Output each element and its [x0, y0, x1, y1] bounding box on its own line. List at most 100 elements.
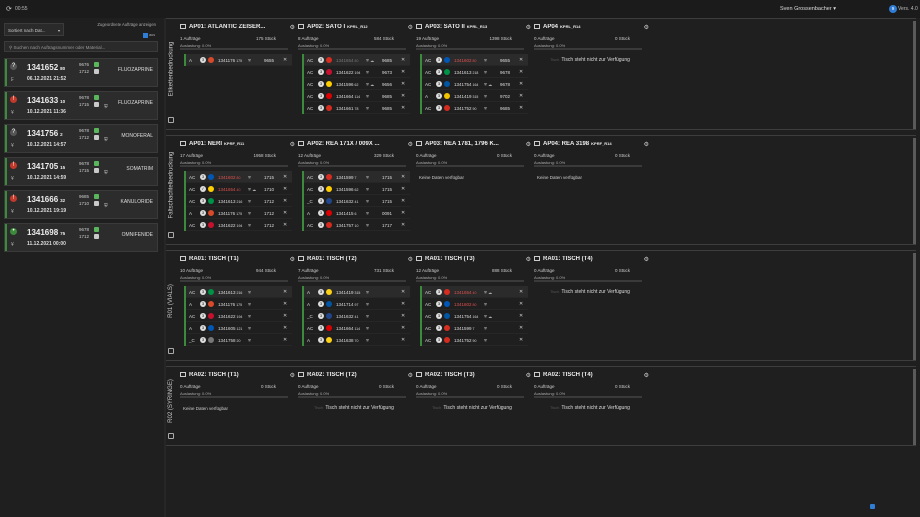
close-icon[interactable]: ✕: [283, 198, 288, 204]
close-icon[interactable]: ✕: [401, 186, 406, 192]
close-icon[interactable]: ✕: [283, 210, 288, 216]
close-icon[interactable]: ✕: [401, 174, 406, 180]
search-input[interactable]: ⚲ Suchen nach Auftragsnummer oder Materi…: [4, 41, 158, 52]
show-assigned-toggle[interactable]: [143, 33, 148, 38]
order-card[interactable]: ! 1341666 32 ¥10.12.2021 19:19 9685 1710 ⛨ KANU…: [4, 190, 158, 219]
gear-icon[interactable]: ⚙: [289, 373, 295, 379]
order-row[interactable]: AC 3 1341622194 ⛨ 1712 ✕: [186, 219, 292, 231]
close-icon[interactable]: ✕: [401, 301, 406, 307]
order-row[interactable]: AC 3 1341613216 ⛨ ✕: [186, 286, 292, 298]
scrollbar[interactable]: [913, 369, 916, 445]
close-icon[interactable]: ✕: [401, 313, 406, 319]
close-icon[interactable]: ✕: [519, 57, 524, 63]
close-icon[interactable]: ✕: [283, 174, 288, 180]
gear-icon[interactable]: ⚙: [525, 373, 531, 379]
close-icon[interactable]: ✕: [519, 93, 524, 99]
order-row[interactable]: A 3 13414156 ⛨ 0091 ✕: [304, 207, 410, 219]
close-icon[interactable]: ✕: [401, 325, 406, 331]
order-row[interactable]: AC 3 1341622194 ⛨ 9673 ✕: [304, 66, 410, 78]
refresh-icon[interactable]: ⟳: [6, 6, 12, 13]
order-row[interactable]: AC 3 134175290 ⛨ ✕: [422, 334, 528, 346]
close-icon[interactable]: ✕: [401, 57, 406, 63]
close-icon[interactable]: ✕: [519, 301, 524, 307]
close-icon[interactable]: ✕: [401, 93, 406, 99]
close-icon[interactable]: ✕: [283, 301, 288, 307]
order-row[interactable]: A 3 134171497 ⛨ ✕: [304, 298, 410, 310]
order-row[interactable]: AC 3 1341664114 ⛨ ✕: [304, 322, 410, 334]
order-row[interactable]: AC 3 134175290 ⛨ 9685 ✕: [422, 102, 528, 114]
close-icon[interactable]: ✕: [519, 69, 524, 75]
order-row[interactable]: A 3 1341419315 ⛨ 9702 ✕: [422, 90, 528, 102]
order-row[interactable]: AC 3 13415997 ⛨ ✕: [422, 322, 528, 334]
order-card[interactable]: ? 1341756 2 ¥10.12.2021 14:57 9678 1712 ⛨ MONOF…: [4, 124, 158, 153]
notification-badge[interactable]: 9: [889, 5, 897, 13]
gear-icon[interactable]: ⚙: [643, 257, 649, 263]
close-icon[interactable]: ✕: [283, 325, 288, 331]
order-row[interactable]: _C 3 134163241 ⛨ ✕: [304, 310, 410, 322]
gear-icon[interactable]: ⚙: [407, 257, 413, 263]
order-row[interactable]: AC 3 134159662 ⛨ 1715 ✕: [304, 183, 410, 195]
order-card[interactable]: ! 1341705 15 ¥10.12.2021 14:59 9678 1715 ⛨ SOMA…: [4, 157, 158, 186]
scrollbar[interactable]: [913, 253, 916, 360]
close-icon[interactable]: ✕: [401, 210, 406, 216]
order-row[interactable]: AC 3 134160280 ⛨ 9655 ✕: [422, 54, 528, 66]
gear-icon[interactable]: ⚙: [407, 373, 413, 379]
order-card[interactable]: ? 1341652 80 ₣ 06.12.2021 21:52 9676 1712 FLUOZ…: [4, 58, 158, 87]
scrollbar[interactable]: [913, 138, 916, 244]
close-icon[interactable]: ✕: [519, 313, 524, 319]
order-row[interactable]: AC 3 134165480 ⛨ ☁ 9685 ✕: [304, 54, 410, 66]
gear-icon[interactable]: ⚙: [289, 257, 295, 263]
gear-icon[interactable]: ⚙: [289, 25, 295, 31]
close-icon[interactable]: ✕: [283, 289, 288, 295]
order-row[interactable]: AC 3 134165440 ⛨ ☁ ✕: [422, 286, 528, 298]
order-row[interactable]: _C 3 134175820 ⛨ ✕: [186, 334, 292, 346]
order-row[interactable]: AC 3 134175710 ⛨ 1717 ✕: [304, 219, 410, 231]
gear-icon[interactable]: ⚙: [407, 142, 413, 148]
order-row[interactable]: AC 3 1341664114 ⛨ 9685 ✕: [304, 90, 410, 102]
gear-icon[interactable]: ⚙: [525, 25, 531, 31]
close-icon[interactable]: ✕: [283, 337, 288, 343]
order-row[interactable]: A 3 1341176175 ⛨ ✕: [186, 298, 292, 310]
order-row[interactable]: A 3 1341176175 ⛨ 1712 ✕: [186, 207, 292, 219]
order-row[interactable]: AC 3 1341613216 ⛨ 1712 ✕: [186, 195, 292, 207]
order-row[interactable]: _C 3 134163241 ⛨ 1715 ✕: [304, 195, 410, 207]
help-icon[interactable]: [870, 504, 875, 509]
order-row[interactable]: A 3 1341419315 ⛨ ✕: [304, 286, 410, 298]
gear-icon[interactable]: ⚙: [525, 142, 531, 148]
order-row[interactable]: A 3 1341176175 ⛨ 9655 ✕: [186, 54, 292, 66]
close-icon[interactable]: ✕: [283, 222, 288, 228]
close-icon[interactable]: ✕: [401, 69, 406, 75]
scrollbar[interactable]: [913, 21, 916, 129]
order-row[interactable]: AC 3 1341622194 ⛨ ✕: [186, 310, 292, 322]
close-icon[interactable]: ✕: [519, 337, 524, 343]
order-row[interactable]: AC 3 134160280 ⛨ ✕: [422, 298, 528, 310]
close-icon[interactable]: ✕: [519, 81, 524, 87]
gear-icon[interactable]: ⚙: [289, 142, 295, 148]
order-row[interactable]: AC 3 134159662 ⛨ ☁ 9656 ✕: [304, 78, 410, 90]
order-row[interactable]: AC 3 1341613218 ⛨ 9678 ✕: [422, 66, 528, 78]
gear-icon[interactable]: ⚙: [525, 257, 531, 263]
close-icon[interactable]: ✕: [519, 325, 524, 331]
close-icon[interactable]: ✕: [401, 289, 406, 295]
close-icon[interactable]: ✕: [401, 198, 406, 204]
order-card[interactable]: • 1341698 75 ¥11.12.2021 00:00 9678 1712 OMNIF…: [4, 223, 158, 252]
close-icon[interactable]: ✕: [283, 313, 288, 319]
order-row[interactable]: AC 3 1341754164 ⛨ ☁ ✕: [422, 310, 528, 322]
gear-icon[interactable]: ⚙: [643, 142, 649, 148]
gear-icon[interactable]: ⚙: [643, 373, 649, 379]
close-icon[interactable]: ✕: [401, 105, 406, 111]
close-icon[interactable]: ✕: [401, 81, 406, 87]
close-icon[interactable]: ✕: [283, 57, 288, 63]
close-icon[interactable]: ✕: [519, 289, 524, 295]
close-icon[interactable]: ✕: [283, 186, 288, 192]
order-row[interactable]: AC 3 134160280 ⛨ 1715 ✕: [186, 171, 292, 183]
order-row[interactable]: AC 3 13415997 ⛨ 1715 ✕: [304, 171, 410, 183]
order-row[interactable]: A 3 134163870 ⛨ ✕: [304, 334, 410, 346]
gear-icon[interactable]: ⚙: [643, 25, 649, 31]
close-icon[interactable]: ✕: [519, 105, 524, 111]
close-icon[interactable]: ✕: [401, 337, 406, 343]
order-row[interactable]: A 3 1341605121 ⛨ ✕: [186, 322, 292, 334]
user-menu[interactable]: Sven Grossenbacher ▾: [780, 6, 836, 12]
order-row[interactable]: AC 3 134166178 ⛨ 9685 ✕: [304, 102, 410, 114]
order-row[interactable]: AC ✓ 134165440 ⛨ ☁ 1710 ✕: [186, 183, 292, 195]
